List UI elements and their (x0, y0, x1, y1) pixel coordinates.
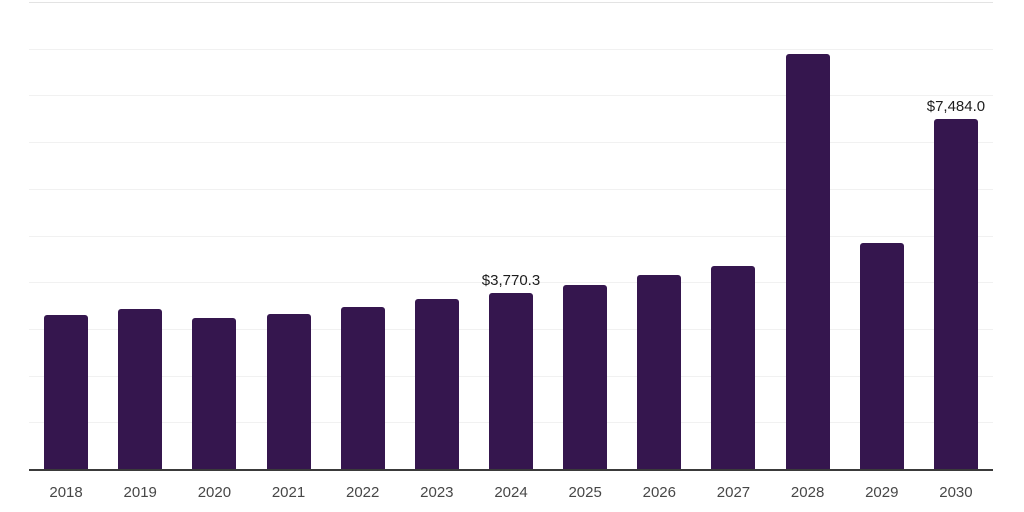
x-tick-label-2028: 2028 (790, 484, 825, 501)
x-tick-label-2023: 2023 (420, 484, 454, 501)
data-label-2030: $7,484.0 (926, 98, 986, 116)
bar-2018 (44, 315, 89, 469)
bar-2019 (118, 309, 163, 469)
data-label-2024: $3,770.3 (481, 271, 541, 289)
bar-2024 (489, 292, 533, 469)
x-tick-label-2026: 2026 (642, 484, 676, 501)
gridline (29, 188, 993, 190)
x-tick-label-2027: 2027 (716, 484, 751, 501)
bar-2030 (933, 119, 978, 469)
gridline (29, 282, 993, 284)
x-tick-label-2021: 2021 (271, 484, 306, 501)
bar-2022 (340, 306, 385, 469)
x-tick-label-2022: 2022 (346, 484, 380, 501)
gridline (29, 48, 993, 50)
x-tick-label-2024: 2024 (494, 484, 528, 501)
bar-2021 (266, 314, 311, 469)
x-tick-label-2018: 2018 (49, 484, 83, 501)
bar-2026 (637, 275, 682, 469)
bar-2027 (711, 265, 756, 469)
bar-2025 (563, 284, 608, 469)
x-tick-label-2025: 2025 (568, 484, 602, 501)
gridline (29, 235, 993, 237)
x-tick-label-2020: 2020 (197, 484, 232, 501)
bar-2020 (192, 317, 237, 469)
gridline (29, 142, 993, 144)
gridline (29, 95, 993, 97)
x-tick-label-2030: 2030 (939, 484, 973, 501)
bar-2023 (414, 299, 459, 469)
x-tick-label-2019: 2019 (123, 484, 157, 501)
bar-2028 (785, 54, 830, 469)
bar-2029 (859, 243, 904, 469)
x-axis-line (29, 469, 993, 471)
gridline (29, 2, 993, 3)
x-tick-label-2029: 2029 (865, 484, 899, 501)
